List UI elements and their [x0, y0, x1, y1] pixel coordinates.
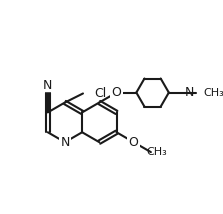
Text: N: N	[185, 86, 194, 99]
Text: Cl: Cl	[94, 87, 106, 100]
Text: O: O	[129, 136, 139, 149]
Text: N: N	[60, 136, 70, 149]
Text: N: N	[43, 79, 52, 92]
Text: CH₃: CH₃	[203, 88, 223, 98]
Text: CH₃: CH₃	[146, 147, 167, 157]
Text: O: O	[112, 86, 122, 99]
